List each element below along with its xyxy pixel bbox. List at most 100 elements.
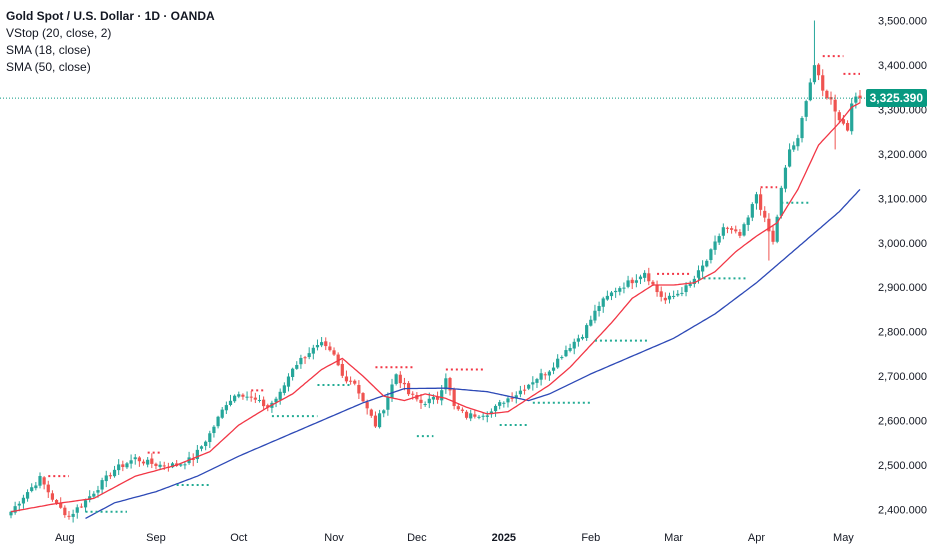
candle-body <box>137 457 141 462</box>
candle-body <box>850 103 854 132</box>
candle-body <box>112 469 117 477</box>
y-axis-tick-label: 2,700.000 <box>878 371 927 383</box>
candle-body <box>845 123 850 131</box>
candle-body <box>88 496 92 500</box>
candle-body <box>854 96 858 103</box>
candle-body <box>527 384 531 389</box>
candle-body <box>266 405 270 408</box>
candle-body <box>473 414 477 417</box>
x-axis-tick-label: Mar <box>664 532 683 544</box>
candle-body <box>705 260 709 267</box>
candle-body <box>150 458 154 464</box>
candle-body <box>601 298 605 307</box>
candle-body <box>92 493 96 497</box>
candle-body <box>568 348 572 351</box>
candle-body <box>489 411 494 415</box>
candle-body <box>431 397 436 400</box>
candle-body <box>676 293 680 296</box>
chart-legend: Gold Spot / U.S. Dollar · 1D · OANDA VSt… <box>6 8 215 76</box>
candle-body <box>257 399 262 401</box>
candle-body <box>498 402 502 406</box>
candle-body <box>220 409 224 418</box>
candle-body <box>75 507 79 513</box>
candle-body <box>121 464 125 467</box>
chart-title[interactable]: Gold Spot / U.S. Dollar · 1D · OANDA <box>6 9 215 23</box>
candle-body <box>804 101 808 117</box>
candle-body <box>518 390 522 395</box>
candle-body <box>233 395 237 402</box>
candle-body <box>353 380 357 384</box>
candle-body <box>328 346 332 351</box>
candle-body <box>647 273 651 282</box>
candle-body <box>614 290 618 293</box>
candle-body <box>659 291 663 297</box>
candle-body <box>837 112 841 121</box>
candle-body <box>315 345 320 348</box>
candle-body <box>547 371 551 376</box>
candle-body <box>96 490 100 493</box>
candle-body <box>821 75 825 91</box>
candle-body <box>800 118 804 139</box>
candle-body <box>684 285 688 293</box>
candle-body <box>634 280 638 283</box>
candle-body <box>746 217 750 225</box>
candle-body <box>767 218 771 232</box>
candle-body <box>46 484 50 493</box>
candle-body <box>651 281 655 285</box>
candle-body <box>539 373 543 380</box>
candle-body <box>13 506 17 513</box>
candle-body <box>564 350 568 357</box>
x-axis-tick-label: Apr <box>748 532 765 544</box>
candle-body <box>274 398 278 403</box>
candle-body <box>833 99 837 112</box>
x-axis-tick-label: Feb <box>581 532 600 544</box>
indicator-sma50-label[interactable]: SMA (50, close) <box>6 60 91 74</box>
x-axis-tick-label: Oct <box>230 532 247 544</box>
indicator-sma18-label[interactable]: SMA (18, close) <box>6 43 91 57</box>
candle-body <box>199 446 204 449</box>
candle-body <box>469 413 473 419</box>
candle-body <box>71 513 75 517</box>
indicator-vstop-label[interactable]: VStop (20, close, 2) <box>6 26 112 40</box>
candle-body <box>477 416 481 418</box>
candle-body <box>580 336 585 339</box>
candle-body <box>688 283 692 286</box>
y-axis-tick-label: 3,100.000 <box>878 193 927 205</box>
candle-body <box>245 396 249 398</box>
y-axis-tick-label: 2,800.000 <box>878 327 927 339</box>
candle-body <box>146 459 150 465</box>
candle-body <box>179 464 183 466</box>
candle-body <box>618 288 622 292</box>
candle-body <box>502 402 506 404</box>
candle-body <box>373 415 378 427</box>
candle-body <box>721 227 725 236</box>
candle-body <box>295 364 299 369</box>
candle-body <box>593 310 597 321</box>
candle-body <box>464 411 469 418</box>
y-axis-tick-label: 2,400.000 <box>878 505 927 517</box>
y-axis-tick-label: 2,600.000 <box>878 416 927 428</box>
candle-body <box>158 464 162 467</box>
candle-body <box>427 398 431 404</box>
y-axis-tick-label: 3,200.000 <box>878 149 927 161</box>
candle-body <box>204 441 208 447</box>
candle-body <box>858 95 862 99</box>
candle-body <box>183 464 187 466</box>
candle-body <box>576 338 580 342</box>
candle-body <box>311 347 315 354</box>
candle-body <box>709 249 713 261</box>
candle-body <box>692 278 696 285</box>
candle-body <box>787 149 792 167</box>
candle-body <box>435 396 440 400</box>
candle-body <box>30 487 34 492</box>
candle-body <box>812 65 817 83</box>
candle-body <box>514 395 518 399</box>
candle-body <box>448 378 452 391</box>
candle-body <box>394 374 398 384</box>
candle-body <box>25 492 30 499</box>
candle-body <box>560 357 564 359</box>
candle-body <box>589 319 593 326</box>
candle-body <box>663 297 667 301</box>
candle-body <box>510 397 514 399</box>
